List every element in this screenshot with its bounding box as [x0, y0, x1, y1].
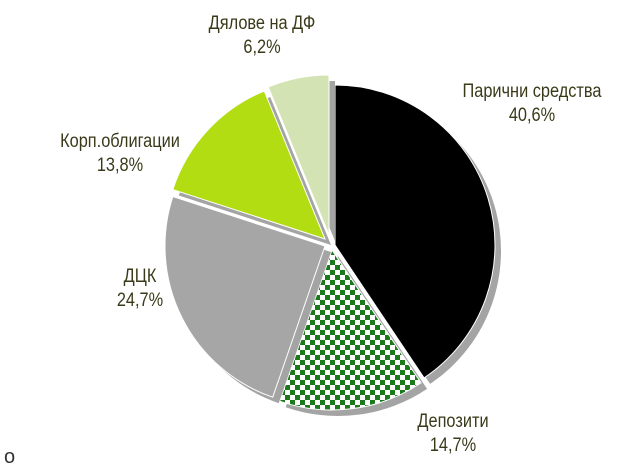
slice-label: Депозити 14,7% [417, 410, 488, 458]
slice-label-value: 24,7% [116, 290, 164, 311]
slice-label-value: 40,6% [508, 105, 556, 126]
pie-slice [267, 74, 330, 236]
slice-label-value: 6,2% [243, 37, 281, 58]
pie-slice [334, 84, 496, 379]
slice-label-name: ДЦК [123, 266, 157, 287]
slice-label: Дялове на ДФ 6,2% [209, 12, 316, 60]
slice-label-name: Корп.облигации [60, 131, 180, 152]
slice-label: Парични средства 40,6% [462, 80, 601, 128]
slice-label: ДЦК 24,7% [117, 265, 163, 313]
slice-label-value: 14,7% [429, 435, 477, 456]
pie-slice [279, 248, 422, 411]
pie-slices [164, 74, 502, 416]
pie-slice [172, 90, 326, 240]
slice-label-name: Парични средства [462, 81, 602, 102]
pie-slice [164, 195, 326, 398]
slice-label: Корп.облигации 13,8% [60, 130, 180, 178]
stray-character: o [4, 446, 16, 468]
slice-label-name: Депозити [417, 411, 489, 432]
slice-label-name: Дялове на ДФ [208, 13, 316, 34]
slice-label-value: 13,8% [96, 155, 144, 176]
